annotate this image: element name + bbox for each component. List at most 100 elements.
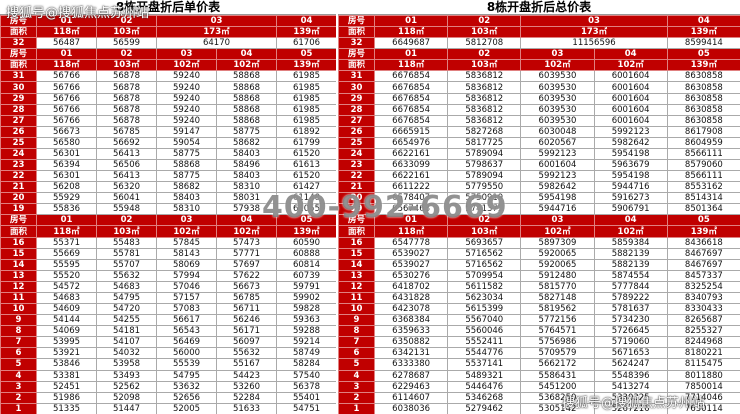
price-cell: 58403 — [216, 170, 277, 183]
floor-label: 14 — [338, 258, 375, 271]
header-cell: 02 — [447, 14, 522, 28]
price-cell: 60814 — [276, 258, 336, 271]
price-cell: 6622161 — [373, 170, 449, 183]
price-cell: 56766 — [36, 103, 97, 116]
price-cell: 54069 — [36, 325, 97, 338]
price-cell: 5992123 — [593, 125, 668, 138]
price-cell: 58143 — [156, 247, 217, 260]
price-cell: 55371 — [36, 236, 97, 249]
price-cell: 61892 — [276, 125, 336, 138]
price-cell: 5548396 — [593, 369, 668, 382]
area-cell: 102㎡ — [520, 59, 595, 72]
price-cell: 6001604 — [593, 92, 668, 105]
price-cell: 6676854 — [373, 70, 449, 83]
price-cell: 56413 — [96, 170, 157, 183]
header-cell: 01 — [373, 48, 449, 61]
data-row: 26 56673 56785 59147 58775 61892 — [0, 125, 336, 138]
header-cell: 01 — [36, 214, 97, 227]
price-table: 房号 01 02 03 04 面积 118㎡ 103㎡ 173㎡ 139㎡ 32 6649687 581… — [338, 14, 740, 414]
price-cell: 53958 — [96, 358, 157, 371]
price-cell: 52284 — [216, 391, 277, 404]
price-cell: 54609 — [36, 303, 97, 316]
data-row: 9 6368384 5567040 5772156 5734230 8265687 — [338, 314, 740, 327]
area-row: 面积 118㎡ 103㎡ 102㎡ 102㎡ 139㎡ — [338, 59, 740, 72]
price-cell: 6038036 — [373, 402, 449, 414]
price-cell: 55401 — [276, 391, 336, 404]
table-title: 8栋开盘折后总价表 — [338, 0, 740, 15]
price-cell: 51447 — [96, 402, 157, 414]
price-cell: 51335 — [36, 402, 97, 414]
price-cell: 59363 — [276, 314, 336, 327]
price-cell: 5798637 — [447, 159, 522, 172]
price-cell: 5719060 — [593, 336, 668, 349]
floor-label: 22 — [0, 170, 37, 183]
data-row: 1 51335 51447 52005 51633 54751 — [0, 402, 336, 414]
data-row: 27 56766 56878 59240 58868 61985 — [0, 114, 336, 127]
price-cell: 55632 — [96, 269, 157, 282]
price-cell: 6001604 — [593, 103, 668, 116]
price-cell: 5882139 — [593, 247, 668, 260]
area-cell: 103㎡ — [96, 225, 157, 238]
area-cell: 102㎡ — [593, 225, 668, 238]
header-cell: 02 — [96, 48, 157, 61]
price-cell: 5836812 — [447, 81, 522, 94]
data-row: 4 6278687 5489321 5586431 5548396 8011880 — [338, 369, 740, 382]
floor-label: 23 — [0, 159, 37, 172]
price-cell: 5413274 — [593, 380, 668, 393]
price-cell: 57771 — [216, 247, 277, 260]
data-row: 26 6665915 5827268 6030048 5992123 8617908 — [338, 125, 740, 138]
price-cell: 53995 — [36, 336, 97, 349]
area-cell: 118㎡ — [36, 59, 97, 72]
price-cell: 59240 — [156, 70, 217, 83]
data-row: 24 6622161 5789094 5992123 5954198 8566111 — [338, 147, 740, 161]
floor-label: 12 — [338, 280, 375, 293]
price-cell: 5815770 — [520, 280, 595, 293]
area-cell: 102㎡ — [216, 225, 277, 238]
price-cell: 56617 — [156, 314, 217, 327]
price-cell: 5906791 — [593, 203, 668, 216]
price-cell: 56097 — [216, 336, 277, 349]
price-cell: 5451200 — [520, 380, 595, 393]
total-price-table: 8栋开盘折后总价表 房号 01 02 03 04 面积 118㎡ 103㎡ 173㎡ 139㎡ 32… — [338, 0, 740, 414]
price-cell: 8566111 — [666, 170, 740, 183]
floor-label: 3 — [338, 380, 375, 393]
floor-label: 11 — [338, 291, 375, 305]
price-cell: 61985 — [276, 92, 336, 105]
area-row: 面积 118㎡ 103㎡ 173㎡ 139㎡ — [0, 26, 336, 39]
area-cell: 103㎡ — [96, 59, 157, 72]
floor-label: 2 — [338, 391, 375, 404]
price-cell: 6676854 — [373, 114, 449, 127]
price-cell: 8244968 — [666, 336, 740, 349]
price-cell: 6622161 — [373, 147, 449, 161]
price-cell: 56301 — [36, 147, 97, 161]
data-row: 21 56208 56320 58682 58310 61427 — [0, 181, 336, 194]
price-cell: 6359633 — [373, 325, 449, 338]
floor-label: 25 — [0, 136, 37, 149]
area-cell: 139㎡ — [666, 225, 740, 238]
floor-label: 14 — [0, 258, 37, 271]
floor-label: 32 — [0, 37, 37, 50]
data-row: 27 6676854 5836812 6039530 6001604 8630858 — [338, 114, 740, 127]
area-cell: 118㎡ — [373, 59, 449, 72]
data-row: 8 6359633 5560046 5764571 5726645 8255327 — [338, 325, 740, 338]
header-cell: 03 — [156, 48, 217, 61]
floor-label: 12 — [0, 280, 37, 293]
price-cell: 58775 — [156, 147, 217, 161]
price-cell: 6676854 — [373, 103, 449, 116]
area-cell: 118㎡ — [36, 225, 97, 238]
price-cell: 56878 — [96, 103, 157, 116]
price-cell: 51986 — [36, 391, 97, 404]
price-cell: 55520 — [36, 269, 97, 282]
header-cell: 04 — [216, 48, 277, 61]
price-cell: 56487 — [36, 37, 97, 50]
data-row: 23 6633099 5798637 6001604 5963679 8579060 — [338, 159, 740, 172]
header-cell: 01 — [373, 14, 449, 28]
floor-label: 10 — [338, 303, 375, 316]
price-cell: 51633 — [216, 402, 277, 414]
area-cell: 102㎡ — [520, 225, 595, 238]
price-cell: 6342131 — [373, 347, 449, 360]
data-row: 6 6342131 5544776 5709579 5671653 8180221 — [338, 347, 740, 360]
price-cell: 58682 — [216, 136, 277, 149]
price-cell: 57083 — [156, 303, 217, 316]
price-cell: 57622 — [216, 269, 277, 282]
